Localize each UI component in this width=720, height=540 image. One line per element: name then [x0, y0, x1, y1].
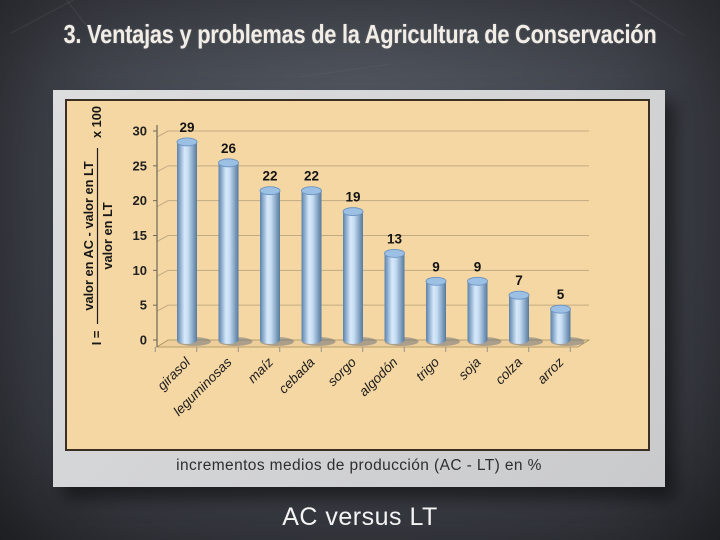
- category-label: sorgo: [325, 354, 360, 389]
- bar-value-label: 26: [221, 141, 237, 156]
- category-label: colza: [492, 354, 525, 387]
- ytick-label: 0: [140, 333, 147, 348]
- bar: 19: [342, 190, 377, 346]
- bar-top: [342, 207, 364, 217]
- bar-value-label: 19: [345, 190, 360, 205]
- bar-top: [259, 186, 281, 196]
- bar-value-label: 29: [179, 120, 194, 135]
- formula-ylabel: I = valor en AC - valor en LT valor en LT x…: [81, 106, 115, 345]
- category-label: algodón: [356, 355, 401, 400]
- bar-top: [176, 137, 198, 147]
- chart-frame: 0 5 10 15 20 25 30 29 girasol 26 leguminosas 22 maíz…: [53, 90, 665, 487]
- bar: 13: [384, 231, 419, 346]
- slide-subtitle: AC versus LT: [282, 503, 438, 531]
- bar: 26: [218, 141, 253, 346]
- bar-top: [301, 186, 322, 196]
- bar: 29: [176, 120, 211, 346]
- svg-text:valor en LT: valor en LT: [100, 202, 115, 269]
- svg-text:x 100: x 100: [89, 106, 104, 138]
- bar-value-label: 22: [304, 169, 319, 184]
- bar-top: [508, 290, 530, 300]
- gridline: [156, 165, 589, 173]
- category-label: arroz: [534, 354, 567, 387]
- bar-top: [425, 276, 447, 286]
- bar-value-label: 5: [557, 287, 565, 302]
- gridline: [156, 200, 589, 208]
- ytick-label: 15: [133, 228, 147, 243]
- bar: 9: [467, 259, 502, 346]
- bar-top: [467, 276, 488, 286]
- category-label: girasol: [154, 354, 193, 393]
- slide-title: 3. Ventajas y problemas de la Agricultur…: [63, 19, 657, 49]
- bar: 7: [508, 273, 543, 346]
- ytick-label: 20: [133, 193, 147, 208]
- bar: 22: [259, 169, 294, 346]
- bar-value-label: 22: [262, 169, 277, 184]
- category-label: cebada: [276, 354, 318, 396]
- svg-text:I =: I =: [89, 331, 104, 346]
- gridline: [156, 269, 589, 277]
- bar: 9: [425, 259, 460, 346]
- ytick-label: 10: [133, 263, 147, 278]
- ytick-label: 30: [133, 123, 147, 138]
- category-label: trigo: [413, 354, 443, 384]
- bar-top: [550, 304, 571, 314]
- ytick-label: 25: [133, 158, 147, 173]
- bar: 5: [550, 287, 585, 346]
- category-label: maíz: [245, 354, 276, 385]
- bar-value-label: 13: [387, 231, 403, 246]
- bar-value-label: 7: [515, 273, 523, 288]
- bar-top: [384, 248, 405, 258]
- gridline: [156, 234, 589, 242]
- chart-panel: 0 5 10 15 20 25 30 29 girasol 26 leguminosas 22 maíz…: [65, 99, 650, 451]
- gridline: [156, 130, 589, 138]
- bar: 22: [301, 169, 336, 346]
- chart-caption: incrementos medios de producción (AC - L…: [176, 457, 542, 474]
- ytick-label: 5: [140, 298, 147, 313]
- svg-text:valor en AC - valor en LT: valor en AC - valor en LT: [81, 161, 96, 311]
- category-label: soja: [456, 354, 484, 382]
- gridline: [156, 304, 589, 312]
- bar-value-label: 9: [474, 259, 482, 274]
- bar-top: [218, 158, 239, 168]
- chalk-scratch: [300, 63, 390, 78]
- bar-value-label: 9: [432, 259, 440, 274]
